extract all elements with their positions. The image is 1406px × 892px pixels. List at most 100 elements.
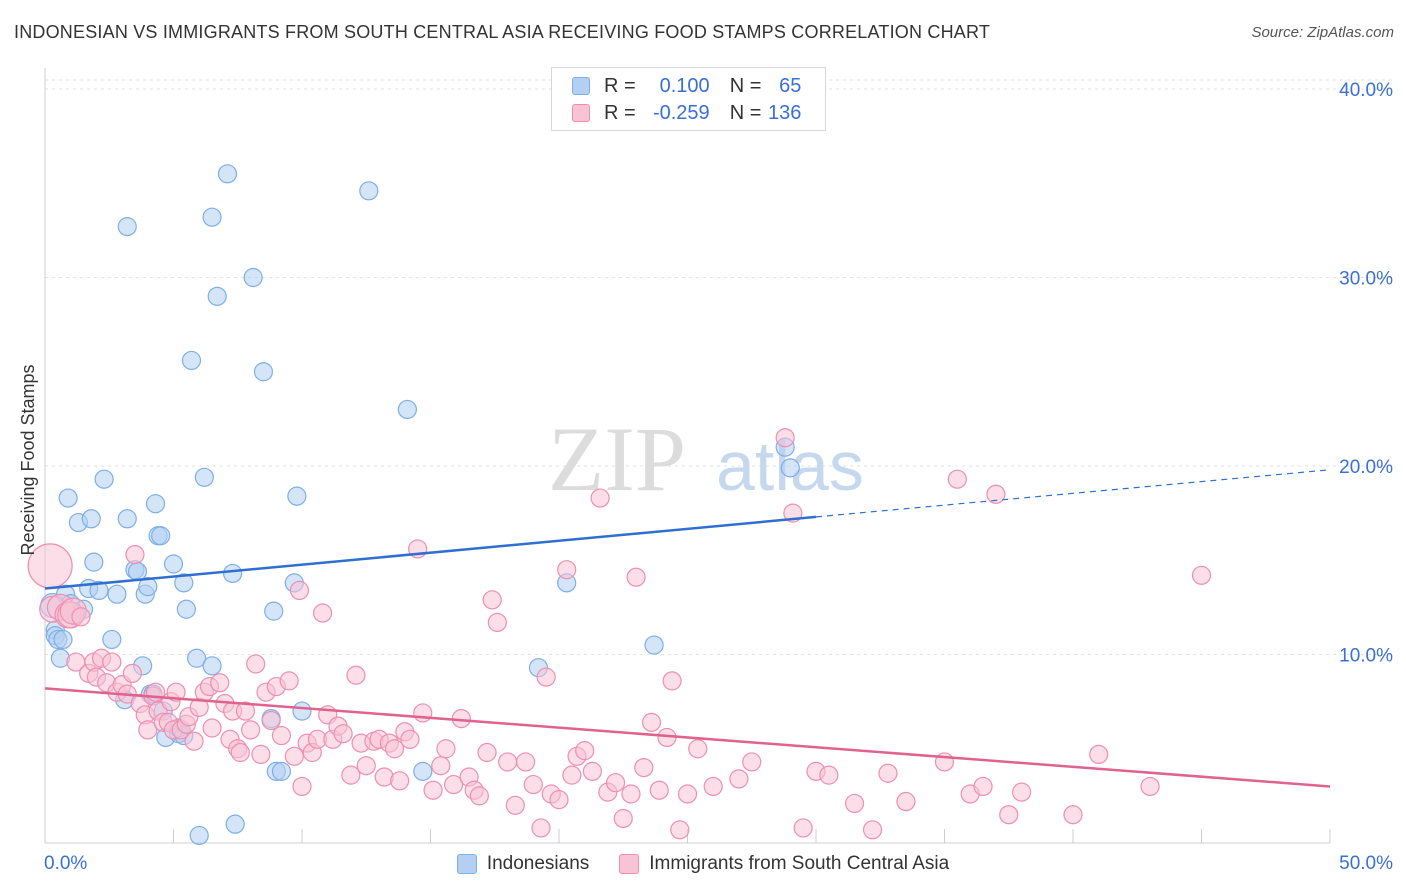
indonesian-point [225, 814, 245, 834]
immigrant-point [210, 673, 230, 693]
points-layer [27, 164, 1212, 846]
series-swatch-indonesians [456, 854, 477, 874]
indonesian-point [94, 469, 114, 489]
immigrant-point [356, 756, 376, 776]
immigrant-point [523, 774, 543, 795]
immigrant-point [649, 780, 669, 800]
indonesian-point [174, 573, 194, 593]
indonesian-point [223, 563, 243, 584]
indonesian-point [292, 701, 312, 721]
immigrant-point [1140, 776, 1160, 797]
immigrant-point [613, 808, 633, 829]
correlation-legend: R = 0.100 N = 65 R = -0.259 N = 136 [551, 67, 826, 131]
indonesian-point [202, 207, 222, 227]
watermark-zip: ZIP [548, 408, 686, 510]
immigrant-point [261, 710, 281, 731]
immigrant-point [536, 667, 556, 687]
indonesian-point [81, 509, 101, 529]
indonesian-point [187, 648, 207, 668]
immigrant-point [289, 580, 310, 601]
indonesian-point [84, 552, 104, 572]
legend-n-label: N = [729, 101, 762, 124]
y-tick-label: 10.0% [1339, 646, 1393, 667]
immigrant-point [562, 765, 582, 785]
immigrant-trend-line [44, 687, 1331, 788]
indonesian-point [413, 761, 433, 781]
immigrant-point [431, 756, 451, 776]
immigrant-point [575, 741, 595, 761]
series-legend-label: Immigrants from South Central Asia [649, 853, 950, 874]
immigrant-point [246, 654, 266, 674]
series-legend-item-indonesians[interactable]: Indonesians [456, 853, 590, 875]
legend-row-indonesians: R = 0.100 N = 65 [572, 73, 801, 99]
immigrant-point [279, 671, 299, 691]
indonesian-point [202, 656, 222, 676]
immigrant-point [729, 769, 749, 789]
immigrant-point [641, 712, 662, 732]
legend-n-label: N = [729, 74, 762, 97]
indonesian-point [397, 399, 417, 420]
immigrant-point [590, 488, 610, 508]
indonesian-point [107, 584, 127, 604]
chart-title: INDONESIAN VS IMMIGRANTS FROM SOUTH CENT… [14, 22, 991, 42]
indonesian-point [181, 350, 202, 371]
indonesian-point [176, 599, 196, 619]
immigrant-point [793, 818, 813, 838]
immigrant-point [896, 791, 916, 812]
immigrant-point [235, 701, 256, 721]
legend-r-value: -0.259 [652, 101, 710, 124]
immigrant-point [413, 703, 433, 723]
immigrant-point [677, 784, 698, 804]
legend-row-immigrants: R = -0.259 N = 136 [572, 100, 801, 126]
trend-layer [44, 469, 1331, 788]
immigrant-point [621, 784, 641, 804]
immigrant-point [138, 720, 158, 740]
immigrant-point [166, 682, 186, 702]
immigrant-point [862, 820, 883, 840]
immigrant-point [202, 718, 222, 738]
immigrant-point [742, 752, 762, 772]
immigrant-point [582, 761, 603, 781]
immigrant-point [341, 765, 361, 785]
immigrant-point [477, 742, 497, 763]
immigrant-point [241, 720, 261, 740]
indonesian-point [151, 526, 171, 546]
immigrant-point [423, 780, 443, 800]
y-tick-label: 30.0% [1339, 269, 1393, 290]
indonesian-point [53, 629, 73, 650]
immigrant-point [271, 725, 292, 746]
indonesian-point [359, 181, 379, 201]
x-tick-label: 0.0% [44, 853, 87, 874]
immigrant-point [122, 663, 142, 683]
grid-layer [45, 79, 1393, 655]
immigrant-point [986, 484, 1006, 504]
series-legend-item-immigrants[interactable]: Immigrants from South Central Asia [619, 853, 949, 875]
indonesian-point [117, 509, 137, 529]
y-tick-label: 20.0% [1339, 457, 1393, 478]
immigrant-point [333, 724, 353, 744]
indonesian-point [194, 467, 214, 487]
immigrant-point [346, 665, 366, 685]
indonesian-point [138, 577, 158, 597]
immigrant-point [505, 795, 525, 815]
series-legend-label: Indonesians [486, 853, 590, 874]
indonesian-point [189, 825, 209, 846]
labels-layer: 10.0% 20.0% 30.0% 40.0% 0.0% 50.0% Receiving F… [18, 80, 1393, 874]
indonesian-point [127, 561, 148, 582]
immigrant-point [878, 763, 898, 783]
immigrant-point [1063, 805, 1083, 825]
legend-swatch-indonesians [572, 77, 590, 95]
immigrant-point [71, 607, 91, 627]
y-tick-label: 40.0% [1339, 80, 1393, 101]
indonesian-point [117, 217, 137, 237]
immigrant-point [626, 567, 646, 587]
legend-n-value: 65 [779, 74, 802, 97]
indonesian-trend-extension [815, 469, 1331, 518]
indonesian-point [58, 488, 78, 508]
legend-swatch-immigrants [572, 104, 590, 122]
axes-layer [44, 68, 1331, 844]
indonesian-point [145, 494, 166, 514]
indonesian-point [217, 164, 238, 184]
immigrant-point [390, 771, 410, 791]
